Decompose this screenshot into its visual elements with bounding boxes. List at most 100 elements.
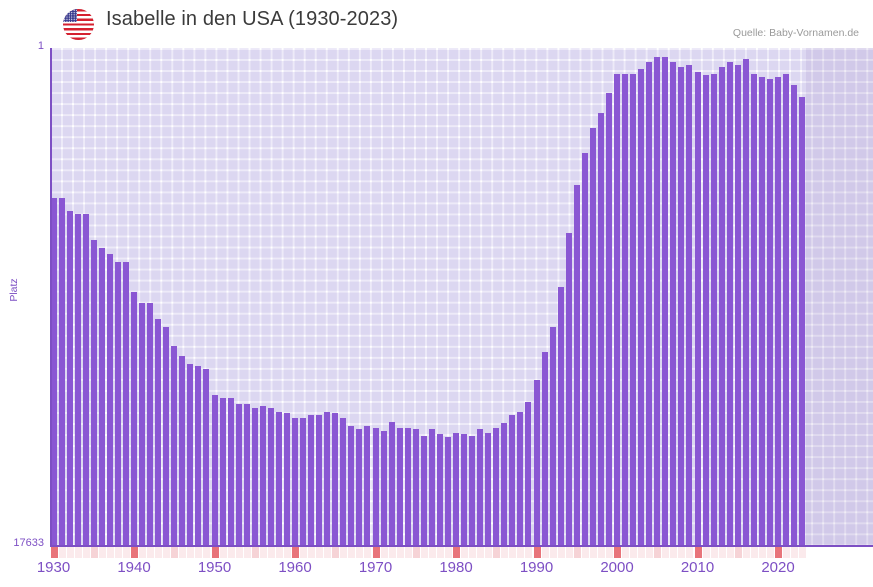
bar[interactable]	[662, 57, 669, 545]
bar[interactable]	[300, 418, 307, 545]
bar[interactable]	[412, 429, 419, 545]
bar[interactable]	[348, 426, 355, 545]
bar[interactable]	[283, 413, 290, 545]
bar[interactable]	[614, 74, 620, 545]
bar[interactable]	[726, 62, 733, 545]
bar[interactable]	[356, 429, 363, 545]
bar[interactable]	[509, 415, 516, 545]
bar[interactable]	[444, 437, 451, 545]
bar[interactable]	[106, 254, 113, 545]
bar[interactable]	[742, 59, 749, 545]
bar[interactable]	[750, 74, 757, 545]
bar[interactable]	[147, 303, 154, 545]
bar[interactable]	[195, 366, 202, 545]
bar[interactable]	[710, 74, 717, 545]
x-axis-tick-mark	[678, 547, 686, 558]
bar[interactable]	[243, 404, 250, 545]
x-axis-tick-mark	[227, 547, 235, 558]
bar[interactable]	[227, 398, 234, 545]
bar[interactable]	[187, 364, 194, 545]
bar[interactable]	[396, 428, 403, 545]
x-axis-tick-mark	[364, 547, 372, 558]
bar[interactable]	[332, 413, 339, 545]
bar[interactable]	[179, 356, 186, 545]
bar[interactable]	[155, 319, 162, 545]
bar[interactable]	[66, 211, 73, 545]
bar[interactable]	[316, 415, 323, 545]
bar[interactable]	[541, 352, 548, 545]
bar[interactable]	[50, 198, 57, 545]
x-axis-tick-mark	[630, 547, 638, 558]
bar[interactable]	[775, 77, 781, 545]
x-axis-tick-mark	[605, 547, 613, 558]
bar[interactable]	[477, 429, 484, 545]
bar[interactable]	[74, 214, 81, 545]
bar[interactable]	[597, 113, 604, 545]
bar[interactable]	[235, 404, 242, 545]
bar[interactable]	[58, 198, 65, 545]
bar[interactable]	[678, 67, 685, 545]
bar[interactable]	[372, 428, 379, 545]
bar[interactable]	[605, 93, 612, 545]
bar[interactable]	[259, 406, 266, 545]
bar[interactable]	[622, 74, 629, 545]
bar[interactable]	[340, 418, 347, 545]
bar[interactable]	[694, 72, 701, 545]
bar[interactable]	[501, 423, 508, 545]
bar[interactable]	[573, 185, 580, 545]
bar[interactable]	[388, 422, 395, 545]
bar[interactable]	[404, 428, 411, 545]
bar[interactable]	[734, 65, 741, 545]
bar[interactable]	[203, 369, 210, 545]
bar[interactable]	[557, 287, 564, 545]
bar[interactable]	[139, 303, 146, 545]
bar[interactable]	[211, 395, 218, 545]
bar[interactable]	[549, 327, 556, 545]
bar[interactable]	[275, 412, 282, 545]
bar[interactable]	[324, 412, 331, 545]
bar[interactable]	[453, 433, 459, 545]
bar[interactable]	[766, 79, 773, 545]
bar[interactable]	[638, 69, 645, 545]
bar[interactable]	[565, 233, 572, 545]
bar[interactable]	[364, 426, 371, 545]
bar[interactable]	[267, 408, 274, 545]
bar[interactable]	[251, 408, 258, 545]
bar[interactable]	[686, 65, 693, 545]
bar[interactable]	[670, 62, 677, 545]
bar[interactable]	[461, 434, 468, 545]
bar[interactable]	[630, 74, 637, 545]
bar[interactable]	[799, 97, 806, 545]
bar[interactable]	[82, 214, 89, 545]
bar[interactable]	[171, 346, 178, 545]
bar[interactable]	[420, 436, 427, 545]
bar[interactable]	[436, 434, 443, 545]
bar[interactable]	[758, 77, 765, 545]
bar[interactable]	[783, 74, 790, 545]
bar[interactable]	[122, 262, 129, 545]
bar[interactable]	[308, 415, 315, 545]
bar[interactable]	[791, 85, 798, 545]
bar[interactable]	[428, 429, 435, 545]
x-axis-tick-mark	[436, 547, 444, 558]
bar[interactable]	[469, 436, 476, 545]
bar[interactable]	[98, 248, 105, 545]
bar[interactable]	[219, 398, 226, 545]
bar[interactable]	[380, 431, 387, 545]
bar[interactable]	[90, 240, 97, 545]
bar[interactable]	[493, 428, 500, 545]
bar[interactable]	[589, 128, 596, 545]
bar[interactable]	[517, 412, 524, 545]
bar[interactable]	[485, 433, 492, 545]
bar[interactable]	[646, 62, 653, 545]
bar[interactable]	[654, 57, 661, 545]
bar[interactable]	[581, 153, 588, 545]
bar[interactable]	[114, 262, 121, 545]
bar[interactable]	[702, 75, 709, 545]
bar[interactable]	[718, 67, 725, 545]
bar[interactable]	[131, 292, 137, 545]
bar[interactable]	[163, 327, 170, 545]
bar[interactable]	[533, 380, 540, 545]
bar[interactable]	[525, 402, 532, 545]
bar[interactable]	[292, 418, 298, 545]
